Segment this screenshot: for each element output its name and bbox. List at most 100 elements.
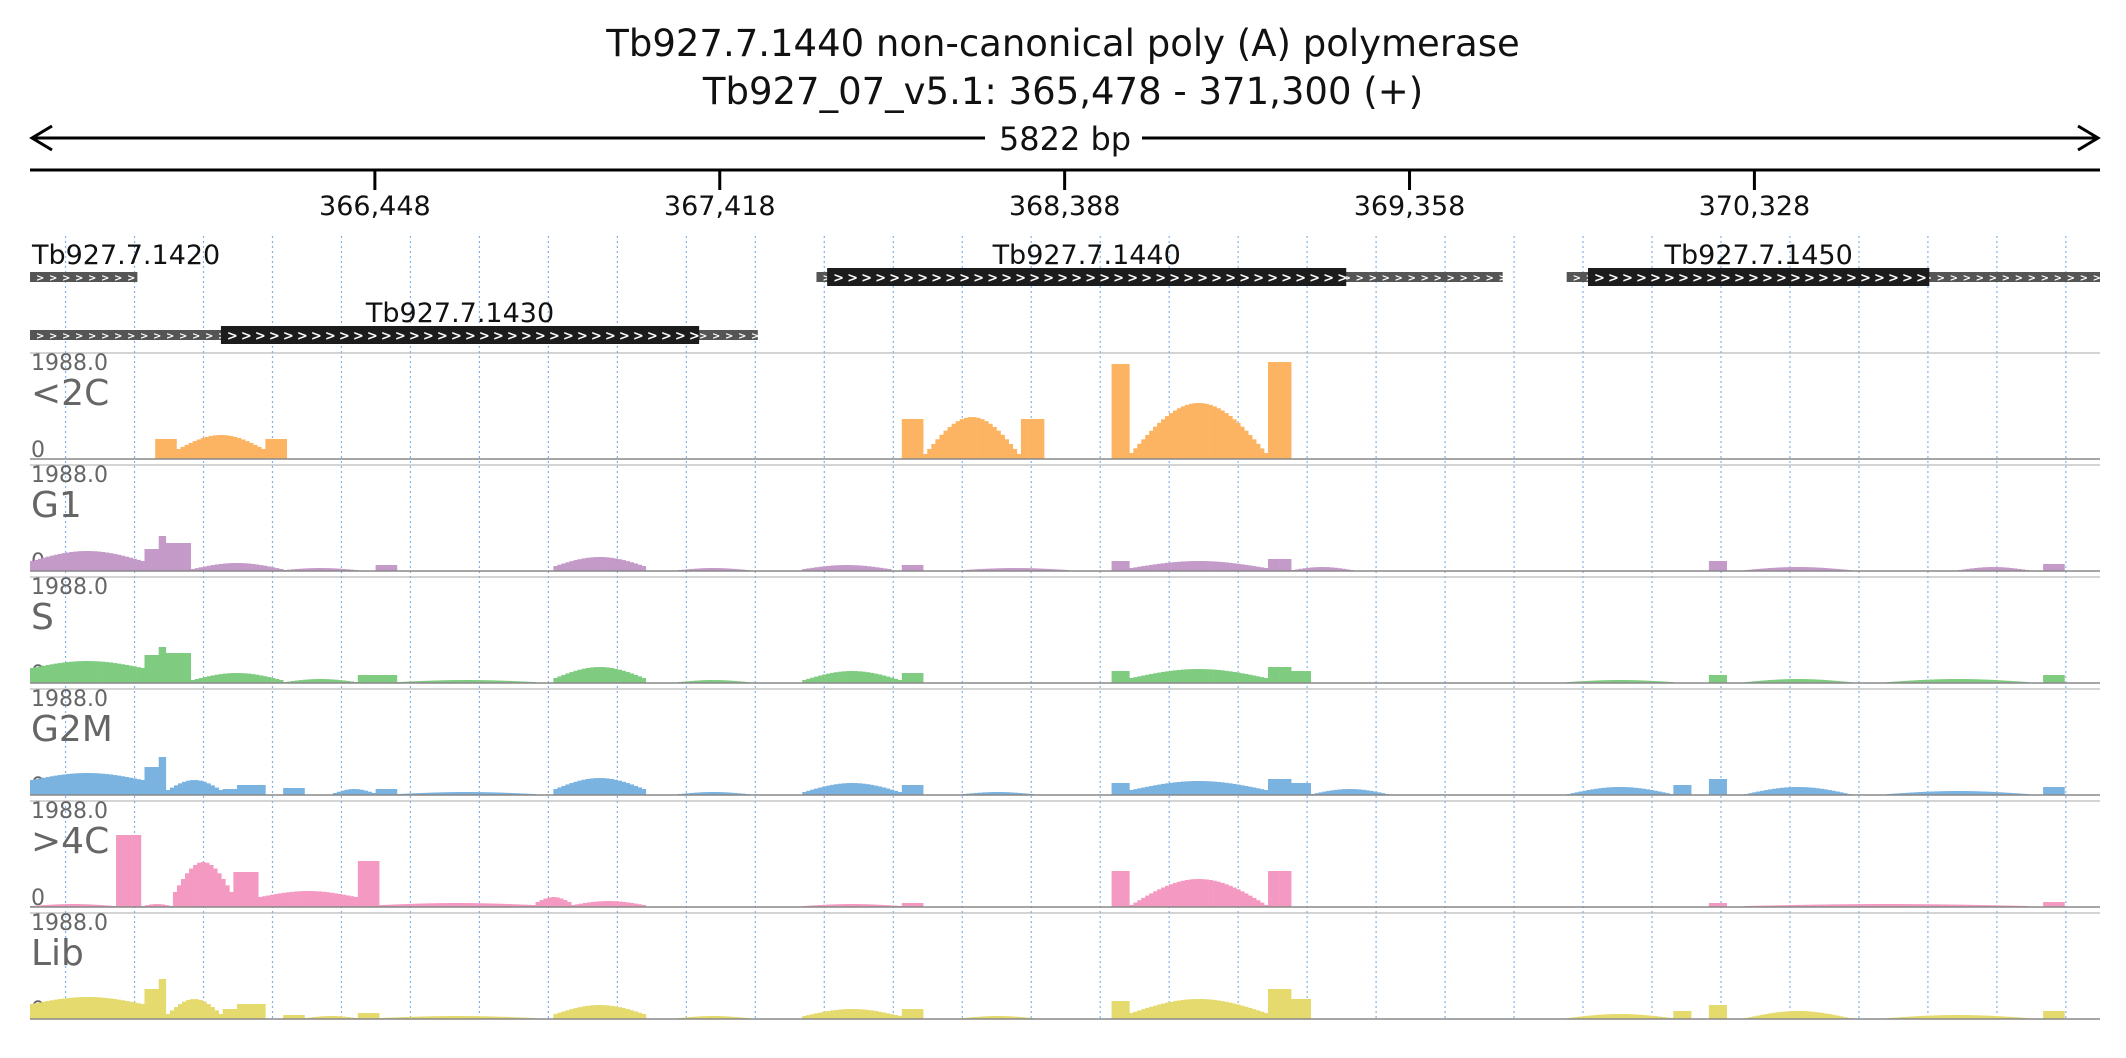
coverage-bar — [989, 1016, 995, 1019]
coverage-bar — [1184, 561, 1190, 571]
coverage-bar — [1961, 791, 1966, 795]
coverage-bar — [806, 1015, 811, 1019]
coverage-bar — [1264, 678, 1269, 683]
coverage-bar — [883, 568, 888, 571]
strand-arrow: > — [875, 271, 886, 286]
coverage-bar — [617, 669, 622, 683]
coverage-bar — [140, 780, 145, 795]
coverage-bar — [332, 793, 338, 795]
coverage-bar — [287, 681, 292, 683]
coverage-bar — [943, 430, 948, 459]
coverage-bar — [282, 439, 288, 459]
strand-arrow: > — [381, 329, 392, 344]
coverage-bar — [1629, 1014, 1635, 1019]
coverage-bar — [1768, 905, 1773, 907]
coverage-bar — [1900, 904, 1905, 907]
coverage-bar — [910, 903, 915, 907]
coverage-bar — [503, 903, 508, 907]
coverage-bar — [617, 559, 622, 571]
span-arrowhead-left — [29, 124, 53, 152]
coverage-bar — [367, 791, 373, 795]
coverage-bar — [629, 562, 635, 571]
coverage-bar — [1823, 680, 1828, 683]
coverage-bar — [366, 1013, 371, 1019]
strand-arrow: > — [1183, 271, 1194, 286]
coverage-bar — [2047, 1011, 2052, 1019]
coverage-bar — [2017, 1017, 2022, 1019]
coverage-bar — [318, 568, 323, 571]
coverage-bar — [1682, 785, 1687, 795]
coverage-bar — [1291, 671, 1296, 683]
coverage-bar — [1708, 903, 1714, 907]
coverage-bar — [1353, 789, 1358, 795]
coverage-bar — [69, 661, 74, 683]
coverage-bar — [233, 436, 238, 459]
coverage-bar — [164, 905, 170, 907]
coverage-bar — [826, 904, 831, 907]
coverage-bar — [1843, 1017, 1848, 1019]
coverage-bar — [581, 668, 586, 683]
strand-arrow: > — [153, 331, 161, 342]
coverage-bar — [1934, 679, 1939, 683]
coverage-bar — [1124, 364, 1130, 459]
coverage-bar — [1049, 569, 1054, 571]
coverage-bar — [1717, 561, 1723, 571]
strand-arrow: > — [1295, 271, 1306, 286]
coverage-bar — [1295, 999, 1300, 1019]
coverage-bar — [408, 793, 414, 795]
coverage-bar — [1827, 680, 1832, 683]
coverage-bar — [210, 785, 215, 795]
coverage-bar — [144, 549, 149, 571]
coverage-bar — [337, 1016, 342, 1019]
strand-arrow: > — [1113, 271, 1124, 286]
coverage-bar — [1188, 879, 1194, 907]
coverage-bar — [41, 777, 47, 795]
coverage-bar — [1040, 419, 1045, 459]
coverage-bar — [238, 563, 244, 571]
strand-arrow: > — [1804, 271, 1815, 286]
ruler-tick-label: 370,328 — [1699, 191, 1811, 222]
coverage-bar — [1945, 1015, 1951, 1019]
coverage-bar — [565, 784, 570, 795]
coverage-bar — [1283, 779, 1288, 795]
coverage-bar — [202, 566, 208, 571]
coverage-bar — [1161, 419, 1166, 459]
coverage-bar — [701, 568, 706, 571]
coverage-bar — [427, 903, 432, 907]
coverage-bar — [360, 789, 365, 795]
coverage-bar — [1799, 1011, 1805, 1019]
coverage-bar — [1248, 1007, 1253, 1019]
coverage-bar — [553, 566, 558, 571]
coverage-bar — [1653, 790, 1658, 795]
coverage-bar — [1283, 559, 1288, 571]
coverage-bar — [451, 903, 456, 907]
coverage-bar — [487, 903, 492, 907]
coverage-bar — [869, 1010, 875, 1019]
coverage-bar — [245, 1004, 250, 1019]
coverage-bar — [261, 785, 266, 795]
coverage-bar — [431, 1016, 436, 1019]
coverage-bar — [1906, 1016, 1911, 1019]
coverage-bar — [148, 767, 152, 795]
coverage-bar — [128, 835, 133, 907]
coverage-bar — [1240, 891, 1245, 907]
coverage-bar — [1938, 679, 1943, 683]
coverage-bar — [1823, 1013, 1828, 1019]
coverage-bar — [194, 780, 199, 795]
coverage-bar — [152, 904, 158, 907]
coverage-bar — [589, 667, 594, 683]
coverage-bar — [200, 438, 206, 459]
strand-arrow: > — [1323, 271, 1334, 286]
coverage-bar — [236, 785, 242, 795]
coverage-bar — [218, 790, 224, 795]
coverage-bar — [515, 681, 521, 683]
coverage-bar — [1133, 677, 1138, 683]
coverage-bar — [573, 670, 578, 683]
coverage-bar — [1176, 881, 1182, 907]
coverage-bar — [589, 1005, 594, 1019]
coverage-bar — [1949, 679, 1955, 683]
coverage-bar — [1129, 568, 1134, 571]
coverage-bar — [594, 901, 599, 907]
coverage-bar — [1145, 674, 1150, 683]
coverage-bar — [1124, 871, 1130, 907]
